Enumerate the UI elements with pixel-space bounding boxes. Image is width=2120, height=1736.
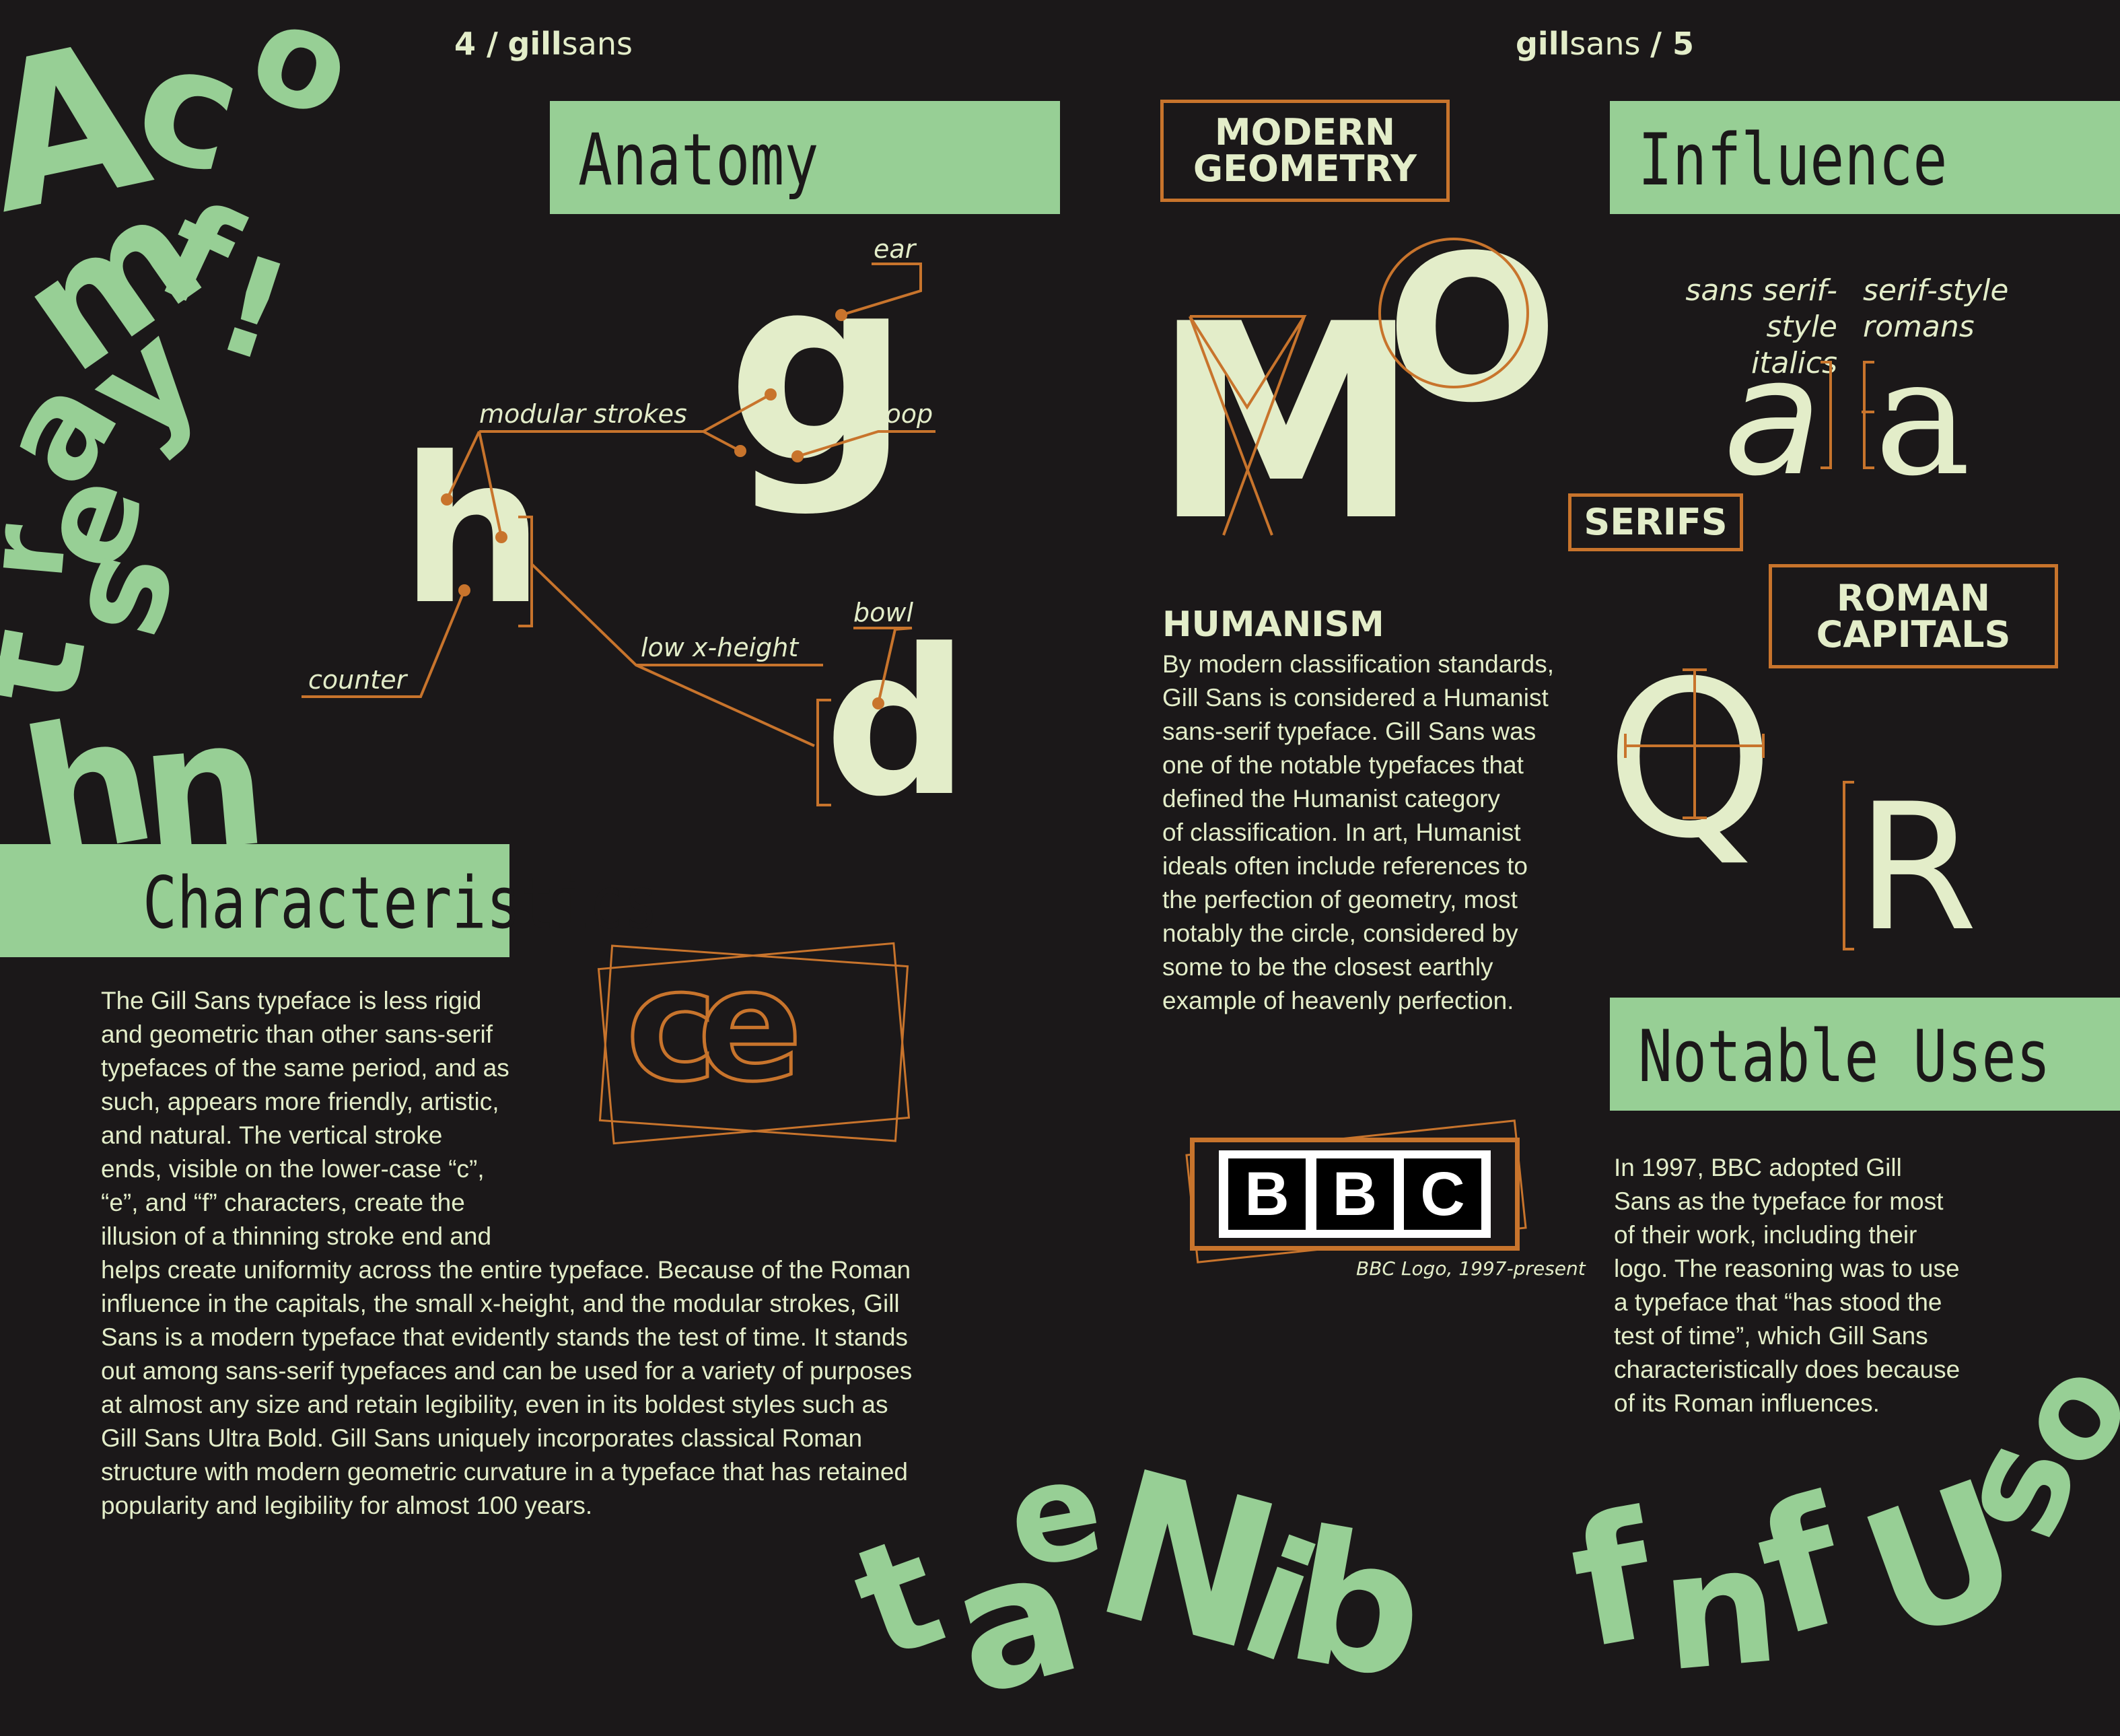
influence-markers [1624, 361, 1874, 950]
text-line: example of heavenly perfection. [1162, 987, 1514, 1014]
text-line: Sans as the typeface for most [1614, 1187, 1944, 1215]
humanism-title: HUMANISM [1162, 604, 1384, 645]
bbc-logo: B B C [1190, 1138, 1520, 1251]
bbc-block: C [1404, 1158, 1481, 1230]
text-line: sans-serif typeface. Gill Sans was [1162, 718, 1536, 745]
bbc-block: B [1228, 1158, 1306, 1230]
bbc-logo-inner: B B C [1219, 1150, 1491, 1238]
text-line: of their work, including their [1614, 1221, 1917, 1249]
section-title: Influence [1638, 118, 1948, 201]
label-italics: sans serif-style italics [1629, 273, 1837, 382]
label-counter: counter [308, 665, 407, 695]
text-line: illusion of a thinning stroke end and [101, 1222, 492, 1250]
header-brand-light: sans [561, 26, 633, 62]
text-line: test of time”, which Gill Sans [1614, 1322, 1928, 1350]
header-brand-light: sans [1569, 26, 1641, 62]
characteristics-body: The Gill Sans typeface is less rigid and… [101, 984, 962, 1523]
text-line: Gill Sans Ultra Bold. Gill Sans uniquely… [101, 1424, 863, 1452]
text-line: ideals often include references to [1162, 852, 1528, 880]
bbc-caption: BBC Logo, 1997-present [1356, 1257, 1586, 1280]
page-number: 4 / [454, 26, 498, 62]
label-line: CAPITALS [1816, 613, 2011, 656]
influence-banner: Influence [1610, 101, 2120, 214]
roman-capitals-label: ROMAN CAPITALS [1769, 564, 2058, 668]
anatomy-banner: Anatomy [550, 101, 1060, 214]
label-line: GEOMETRY [1193, 147, 1417, 190]
text-line: popularity and legibility for almost 100… [101, 1492, 593, 1519]
modern-geometry-label: MODERN GEOMETRY [1160, 100, 1450, 202]
text-line: and geometric than other sans-serif [101, 1020, 493, 1048]
section-title: Anatomy [578, 118, 819, 201]
label-low-x-height: low x-height [641, 633, 799, 662]
anatomy-letter-h: h [400, 414, 544, 649]
label-line: MODERN [1214, 111, 1396, 153]
anatomy-callouts [302, 263, 935, 806]
text-line: The Gill Sans typeface is less rigid [101, 987, 482, 1014]
text-line: characteristically does because [1614, 1356, 1960, 1383]
notable-uses-body: In 1997, BBC adopted Gill Sans as the ty… [1614, 1151, 1991, 1420]
text-line: of classification. In art, Humanist [1162, 819, 1521, 846]
notable-uses-banner: Notable Uses [1610, 998, 2120, 1111]
geometry-letter-o: O [1386, 212, 1559, 447]
label-modular-strokes: modular strokes [479, 399, 687, 429]
header-brand-bold: gill [507, 26, 562, 62]
text-line: at almost any size and retain legibility… [101, 1391, 888, 1418]
text-line: notably the circle, considered by [1162, 919, 1518, 947]
text-line: typefaces of the same period, and as [101, 1054, 509, 1082]
humanism-body: By modern classification standards, Gill… [1162, 648, 1580, 1018]
characteristics-banner: Characteristics [0, 844, 658, 957]
page-header-right: gillsans / 5 [1516, 26, 1694, 62]
text-line: one of the notable typefaces that [1162, 751, 1524, 779]
text-line: of its Roman influences. [1614, 1389, 1880, 1417]
text-line: In 1997, BBC adopted Gill [1614, 1154, 1902, 1181]
letter-r: R [1856, 767, 1978, 970]
text-line: structure with modern geometric curvatur… [101, 1458, 908, 1486]
text-line: a typeface that “has stood the [1614, 1288, 1942, 1316]
header-brand-bold: gill [1516, 26, 1570, 62]
text-line: some to be the closest earthly [1162, 953, 1493, 981]
letter-q: Q [1605, 635, 1775, 886]
text-line: helps create uniformity across the entir… [101, 1256, 911, 1284]
section-title: Characteristics [143, 862, 658, 944]
bbc-block: B [1316, 1158, 1394, 1230]
ligature-text: ce [624, 936, 804, 1116]
text-line: By modern classification standards, [1162, 650, 1554, 678]
label-line: ROMAN [1836, 576, 1991, 619]
label-line: sans serif-style [1685, 273, 1837, 344]
label-line: serif-style [1863, 273, 2009, 308]
italic-a: a [1723, 323, 1823, 512]
page-header-left: 4 / gillsans [454, 26, 633, 62]
label-line: romans [1863, 310, 1975, 344]
text-line: Sans is a modern typeface that evidently… [101, 1323, 909, 1351]
text-line: influence in the capitals, the small x-h… [101, 1290, 900, 1317]
text-line: defined the Humanist category [1162, 785, 1500, 812]
text-line: ends, visible on the lower-case “c”, [101, 1155, 485, 1183]
geometry-construction [1189, 238, 1529, 536]
roman-a: a [1874, 323, 1971, 512]
text-line: logo. The reasoning was to use [1614, 1255, 1960, 1282]
serifs-label: SERIFS [1568, 493, 1743, 551]
anatomy-letter-g: g [727, 221, 911, 519]
text-line: Gill Sans is considered a Humanist [1162, 684, 1549, 711]
ligature-frame [597, 942, 911, 1145]
page-number: / 5 [1650, 26, 1694, 62]
anatomy-letter-d: d [824, 606, 969, 841]
label-bowl: bowl [853, 598, 914, 627]
text-line: such, appears more friendly, artistic, [101, 1088, 499, 1115]
label-romans: serif-style romans [1863, 273, 2008, 345]
text-line: “e”, and “f” characters, create the [101, 1189, 465, 1216]
text-line: out among sans-serif typefaces and can b… [101, 1357, 913, 1385]
label-loop: loop [878, 399, 933, 429]
section-title: Notable Uses [1638, 1015, 2051, 1098]
text-line: and natural. The vertical stroke [101, 1121, 443, 1149]
label-ear: ear [874, 234, 916, 264]
text-line: the perfection of geometry, most [1162, 886, 1518, 913]
